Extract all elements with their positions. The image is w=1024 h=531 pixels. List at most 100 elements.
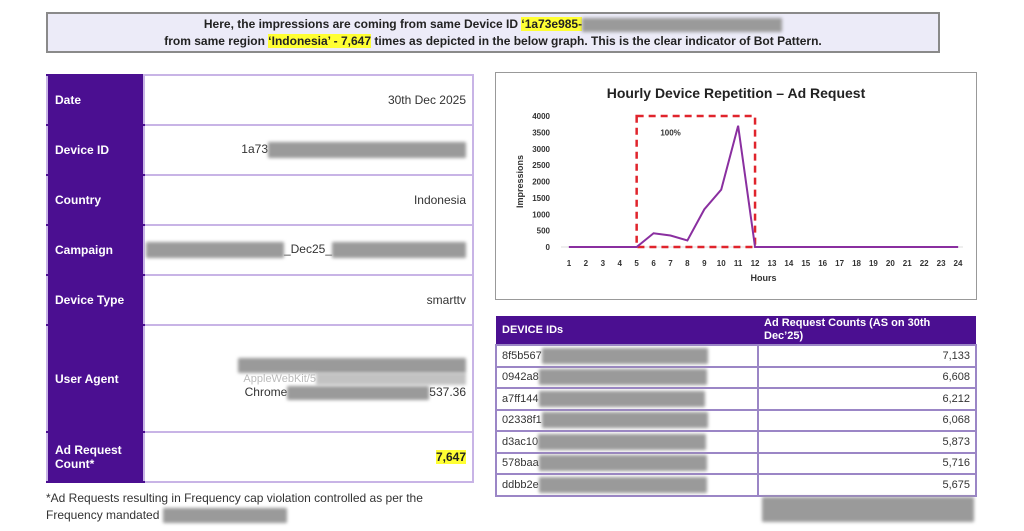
redacted-text bbox=[316, 372, 466, 385]
value-device-type: smarttv bbox=[143, 274, 474, 326]
data-point bbox=[754, 246, 756, 248]
device-id-cell: d3ac10 bbox=[495, 430, 759, 454]
campaign-fragment: _Dec25_ bbox=[283, 242, 332, 257]
redacted-text bbox=[332, 242, 466, 258]
y-tick-label: 3000 bbox=[532, 145, 550, 154]
label-country: Country bbox=[46, 174, 145, 226]
x-tick-label: 18 bbox=[852, 259, 861, 268]
highlighted-region: ‘Indonesia’ - 7,647 bbox=[268, 34, 371, 48]
label-date: Date bbox=[46, 74, 145, 126]
data-point bbox=[636, 246, 638, 248]
data-point bbox=[856, 246, 858, 248]
x-tick-label: 10 bbox=[717, 259, 726, 268]
device-id: 578baa bbox=[502, 457, 539, 470]
count-cell: 5,873 bbox=[757, 430, 977, 454]
header-ad-request-counts: Ad Request Counts (AS on 30th Dec’25) bbox=[758, 316, 976, 345]
user-agent-fragment: Chrome bbox=[244, 384, 288, 399]
redacted-text bbox=[538, 455, 707, 472]
value-country: Indonesia bbox=[143, 174, 474, 226]
table-row: 02338f1 6,068 bbox=[495, 408, 977, 432]
y-axis-label: Impressions bbox=[515, 155, 525, 208]
table-row: a7ff144 6,212 bbox=[495, 387, 977, 411]
hourly-chart: Hourly Device Repetition – Ad Request Imp… bbox=[495, 72, 977, 300]
footnote: *Ad Requests resulting in Frequency cap … bbox=[46, 490, 476, 524]
data-point bbox=[703, 208, 705, 210]
x-tick-label: 22 bbox=[920, 259, 929, 268]
x-axis-label: Hours bbox=[750, 273, 776, 283]
x-tick-label: 14 bbox=[784, 259, 793, 268]
x-tick-label: 24 bbox=[954, 259, 963, 268]
table-row: ddbb2e 5,675 bbox=[495, 473, 977, 497]
x-tick-label: 8 bbox=[685, 259, 690, 268]
x-tick-label: 2 bbox=[584, 259, 589, 268]
summary-banner: Here, the impressions are coming from sa… bbox=[46, 12, 940, 53]
data-point bbox=[923, 246, 925, 248]
value-date: 30th Dec 2025 bbox=[143, 74, 474, 126]
device-id: 8f5b567 bbox=[502, 349, 542, 362]
data-point bbox=[889, 246, 891, 248]
device-id: 02338f1 bbox=[502, 414, 542, 427]
x-tick-label: 4 bbox=[618, 259, 623, 268]
y-tick-label: 500 bbox=[537, 227, 551, 236]
highlight-box bbox=[635, 114, 757, 249]
footnote-text: *Ad Requests resulting in Frequency cap … bbox=[46, 491, 423, 522]
count-cell: 5,675 bbox=[757, 473, 977, 497]
data-point bbox=[839, 246, 841, 248]
user-agent-fragment: 537.36 bbox=[429, 384, 466, 399]
chart-title: Hourly Device Repetition – Ad Request bbox=[607, 85, 866, 101]
y-tick-label: 1500 bbox=[532, 194, 550, 203]
count-cell: 7,133 bbox=[757, 344, 977, 368]
device-id: a7ff144 bbox=[502, 392, 539, 405]
count-cell: 6,212 bbox=[757, 387, 977, 411]
redacted-text bbox=[287, 385, 430, 400]
data-point bbox=[669, 235, 671, 237]
redacted-text bbox=[238, 357, 466, 373]
x-tick-label: 13 bbox=[768, 259, 777, 268]
redacted-text bbox=[268, 142, 466, 158]
banner-text: from same region bbox=[164, 34, 269, 48]
x-tick-label: 3 bbox=[601, 259, 606, 268]
device-info-table: Date 30th Dec 2025 Device ID 1a73 Country I… bbox=[46, 74, 474, 483]
count-cell: 6,608 bbox=[757, 365, 977, 389]
value-ad-request-count: 7,647 bbox=[143, 431, 474, 483]
device-id-cell: ddbb2e bbox=[495, 473, 759, 497]
redacted-text bbox=[538, 390, 705, 407]
data-point bbox=[653, 232, 655, 234]
data-point bbox=[872, 246, 874, 248]
table-row: 578baa 5,716 bbox=[495, 451, 977, 475]
redacted-text bbox=[582, 17, 783, 32]
device-id: d3ac10 bbox=[502, 435, 539, 448]
x-tick-label: 12 bbox=[751, 259, 760, 268]
banner-text: times as depicted in the below graph. Th… bbox=[371, 34, 822, 48]
x-tick-label: 19 bbox=[869, 259, 878, 268]
x-tick-label: 6 bbox=[651, 259, 656, 268]
user-agent-fragment: AppleWebKit/5 bbox=[243, 372, 316, 385]
count-cell: 6,068 bbox=[757, 408, 977, 432]
redacted-text bbox=[538, 476, 707, 493]
y-tick-label: 3500 bbox=[532, 128, 550, 137]
value-campaign: _Dec25_ bbox=[143, 224, 474, 276]
x-tick-label: 5 bbox=[634, 259, 639, 268]
redacted-text bbox=[541, 412, 708, 429]
chart-svg: Hourly Device Repetition – Ad Request Imp… bbox=[515, 85, 963, 283]
redacted-text bbox=[145, 242, 284, 258]
data-point bbox=[788, 246, 790, 248]
y-tick-label: 0 bbox=[546, 243, 551, 252]
label-device-type: Device Type bbox=[46, 274, 145, 326]
y-tick-label: 1000 bbox=[532, 210, 550, 219]
annotation-label: 100% bbox=[660, 129, 680, 138]
value-device-id: 1a73 bbox=[143, 124, 474, 176]
label-ad-request-count: Ad Request Count* bbox=[46, 431, 145, 483]
device-id-cell: 0942a8 bbox=[495, 365, 759, 389]
redacted-text bbox=[162, 508, 287, 524]
device-id-prefix: 1a73 bbox=[241, 142, 268, 157]
header-device-ids: DEVICE IDs bbox=[496, 316, 758, 345]
device-id: 0942a8 bbox=[502, 371, 539, 384]
ad-request-count: 7,647 bbox=[435, 450, 466, 464]
banner-text: Here, the impressions are coming from sa… bbox=[203, 17, 522, 31]
y-tick-label: 2500 bbox=[532, 161, 550, 170]
label-campaign: Campaign bbox=[46, 224, 145, 276]
redacted-text bbox=[538, 433, 707, 450]
table-row: 8f5b567 7,133 bbox=[495, 344, 977, 368]
x-tick-label: 20 bbox=[886, 259, 895, 268]
